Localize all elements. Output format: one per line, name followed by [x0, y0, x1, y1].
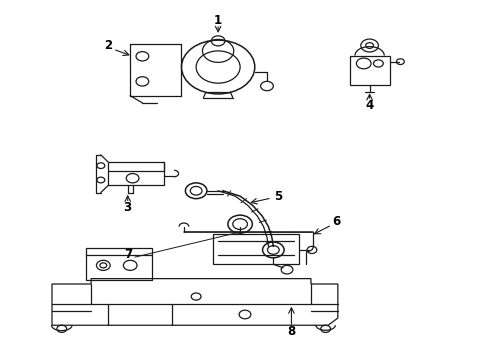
Text: 6: 6 — [333, 215, 341, 229]
Text: 7: 7 — [124, 248, 133, 261]
Text: 8: 8 — [287, 325, 295, 338]
Text: 3: 3 — [123, 201, 132, 214]
Text: 1: 1 — [214, 14, 222, 27]
Bar — [350, 55, 390, 85]
Bar — [213, 234, 299, 264]
Bar — [108, 162, 164, 185]
Bar — [86, 248, 152, 280]
Text: 4: 4 — [366, 99, 374, 112]
Text: 5: 5 — [274, 190, 282, 203]
Text: 2: 2 — [104, 39, 112, 52]
